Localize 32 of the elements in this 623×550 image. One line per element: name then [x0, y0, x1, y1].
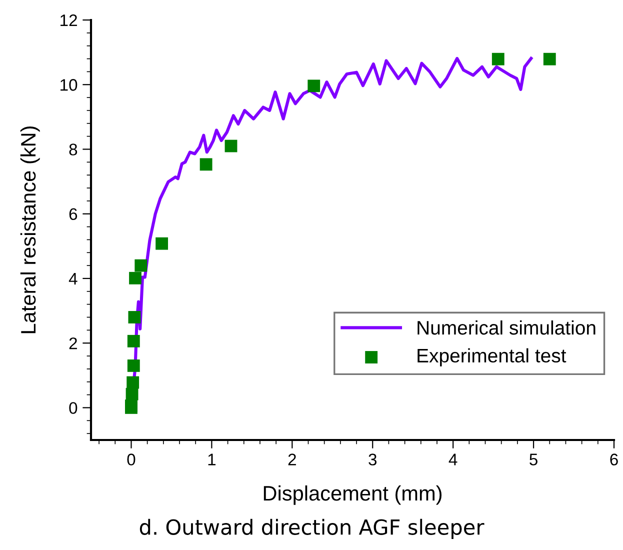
point: [543, 52, 556, 66]
point: [134, 259, 148, 272]
point: [127, 359, 140, 372]
x-tick-label: 2: [288, 454, 296, 466]
x-axis-title: Displacement (mm): [264, 485, 442, 505]
point: [126, 376, 140, 389]
y-tick-label: 2: [69, 337, 77, 350]
x-tick-label: 0: [127, 454, 136, 466]
point: [129, 272, 142, 284]
point: [128, 311, 141, 324]
legend-label: Numerical simulation: [418, 320, 596, 335]
point: [127, 334, 140, 348]
y-tick-label: 6: [69, 208, 78, 220]
y-tick-label: 10: [60, 79, 78, 91]
point: [200, 158, 212, 171]
x-tick-label: 3: [368, 454, 377, 466]
point: [224, 140, 238, 152]
x-tick-label: 1: [208, 454, 216, 466]
point: [156, 237, 168, 250]
x-tick-label: 4: [448, 454, 458, 466]
y-axis-title: Lateral resistance (kN): [20, 126, 40, 334]
legend-label: Experimental test: [418, 348, 566, 366]
text: d. Outward direction AGF sleeper: [140, 518, 484, 539]
y-tick-label: 0: [69, 402, 78, 414]
point: [492, 52, 504, 66]
y-tick-label: 8: [69, 144, 78, 156]
point: [308, 80, 320, 92]
y-tick-label: 4: [68, 273, 78, 284]
y-tick-label: 12: [60, 14, 77, 26]
point: [126, 388, 138, 400]
x-tick-label: 5: [530, 454, 538, 466]
x-tick-label: 6: [610, 454, 618, 466]
